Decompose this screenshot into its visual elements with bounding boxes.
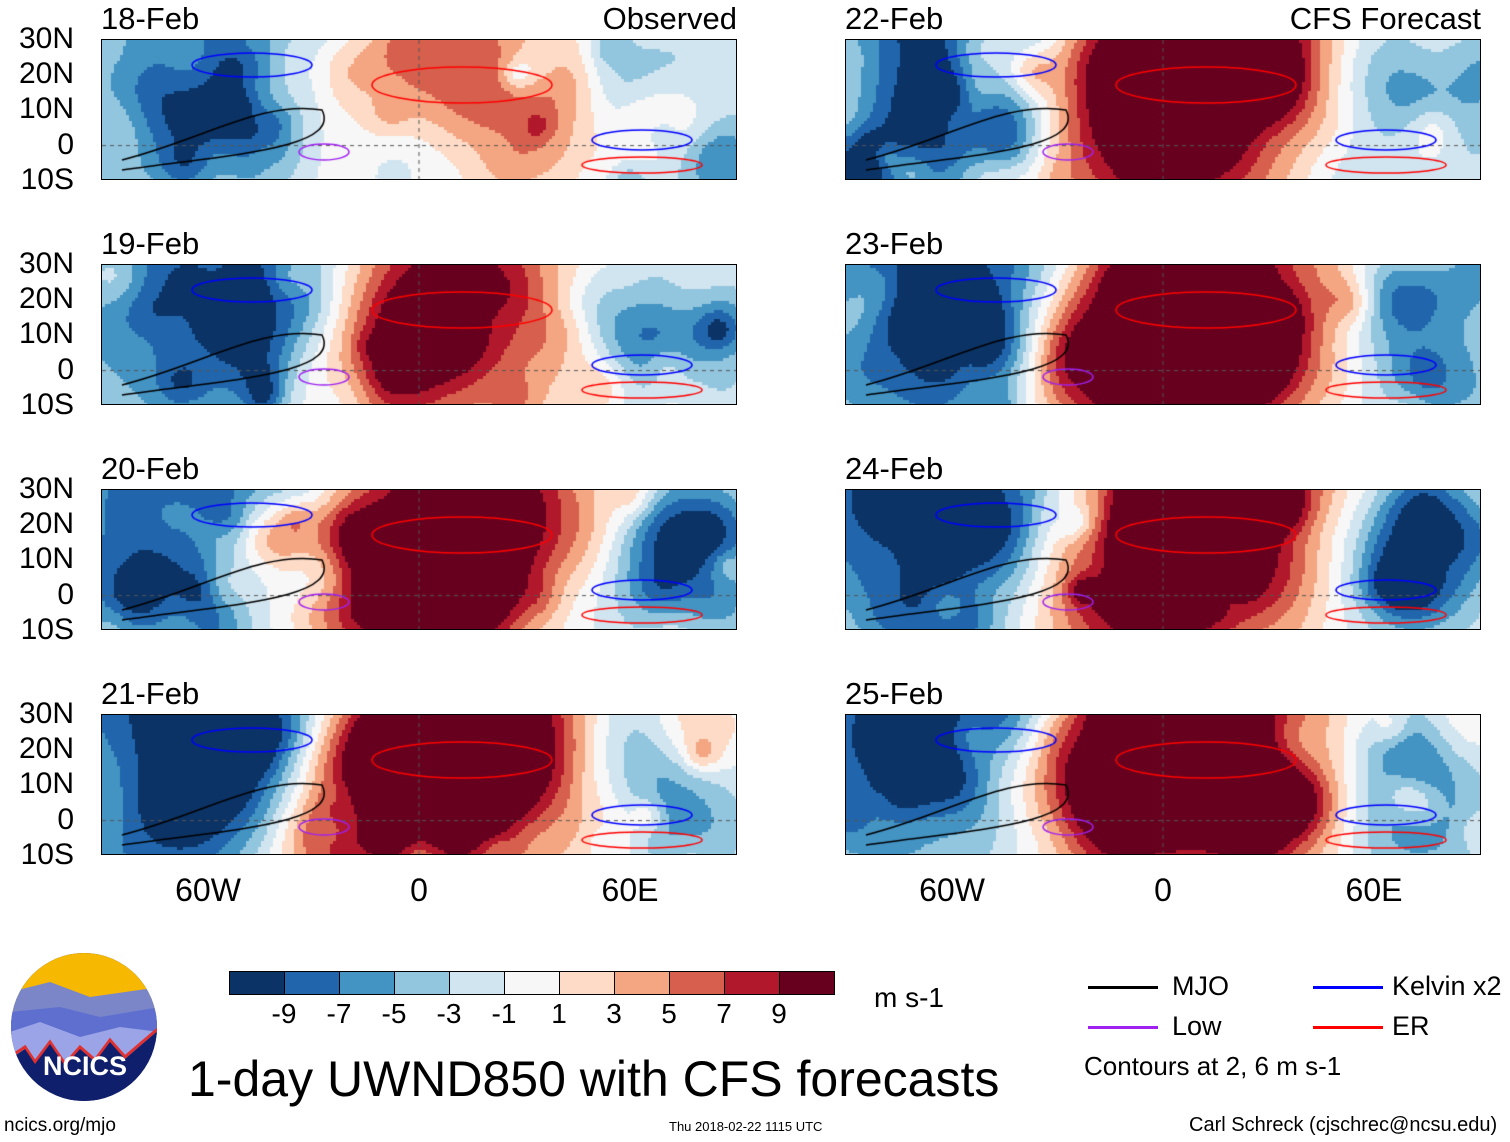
wind-field-map [846, 490, 1480, 629]
colorbar-swatch [230, 972, 285, 994]
map-panel-21-feb [101, 714, 737, 855]
wind-field-map [846, 40, 1480, 179]
lat-label: 10N [18, 542, 74, 576]
legend-mjo-line [1088, 986, 1158, 989]
panel-date: 23-Feb [845, 226, 944, 261]
lat-label: 10S [20, 387, 74, 421]
figure-title: 1-day UWND850 with CFS forecasts [188, 1051, 1000, 1107]
lat-label: 30N [18, 247, 74, 280]
footer-timestamp: Thu 2018-02-22 1115 UTC [669, 1119, 823, 1134]
footer-author: Carl Schreck (cjschrec@ncsu.edu) [1189, 1114, 1498, 1136]
legend-kelvin: Kelvin x2 [1392, 971, 1502, 1001]
lat-label: 10N [18, 317, 74, 351]
colorbar-tick-label: -5 [381, 998, 407, 1029]
wind-field-map [846, 265, 1480, 404]
lon-label: 60E [1345, 872, 1403, 908]
colorbar-swatch [340, 972, 395, 994]
lon-label: 60W [175, 872, 241, 908]
colorbar-tick-label: 5 [661, 998, 677, 1029]
colorbar-tick-label: -3 [436, 998, 462, 1029]
colorbar-swatch [450, 972, 505, 994]
panel-label: Observed [602, 1, 737, 36]
legend-er: ER [1392, 1011, 1430, 1041]
colorbar-swatch [285, 972, 340, 994]
map-panel-25-feb [845, 714, 1481, 855]
lat-label: 20N [18, 732, 74, 766]
panel-date: 25-Feb [845, 676, 944, 711]
lat-label: 30N [18, 697, 74, 730]
lon-label: 60E [601, 872, 659, 908]
colorbar [229, 971, 835, 995]
colorbar-swatch [395, 972, 450, 994]
panel-label: CFS Forecast [1289, 1, 1481, 36]
panel-date: 18-Feb [101, 1, 200, 36]
contour-note: Contours at 2, 6 m s-1 [1084, 1051, 1342, 1081]
map-panel-23-feb [845, 264, 1481, 405]
map-panel-18-feb [101, 39, 737, 180]
lat-label: 10N [18, 92, 74, 126]
colorbar-swatch [725, 972, 780, 994]
lon-label: 60W [919, 872, 985, 908]
panel-date: 24-Feb [845, 451, 944, 486]
map-panel-22-feb [845, 39, 1481, 180]
colorbar-tick-label: 9 [771, 998, 787, 1029]
wind-field-map [102, 265, 736, 404]
legend-er-line [1313, 1026, 1383, 1029]
colorbar-tick-label: -1 [491, 998, 517, 1029]
panel-date: 20-Feb [101, 451, 200, 486]
colorbar-swatch [670, 972, 725, 994]
colorbar-tick-label: -7 [326, 998, 352, 1029]
legend-mjo: MJO [1172, 971, 1229, 1001]
ncics-logo: NCICS [11, 953, 157, 1101]
colorbar-swatch [505, 972, 560, 994]
lat-label: 0 [57, 802, 74, 836]
map-panel-19-feb [101, 264, 737, 405]
lat-label: 0 [57, 352, 74, 386]
colorbar-tick-label: 3 [606, 998, 622, 1029]
lat-label: 30N [18, 472, 74, 505]
panel-date: 19-Feb [101, 226, 200, 261]
lon-label: 0 [1154, 872, 1172, 908]
panel-date: 22-Feb [845, 1, 944, 36]
lat-label: 20N [18, 282, 74, 316]
lon-label: 0 [410, 872, 428, 908]
colorbar-tick-label: 7 [716, 998, 732, 1029]
colorbar-swatch [560, 972, 615, 994]
wind-field-map [102, 40, 736, 179]
legend-low-line [1088, 1026, 1158, 1029]
footer-url: ncics.org/mjo [4, 1115, 116, 1136]
lat-label: 10N [18, 767, 74, 801]
lat-label: 10S [20, 837, 74, 871]
panel-date: 21-Feb [101, 676, 200, 711]
map-panel-20-feb [101, 489, 737, 630]
legend-low: Low [1172, 1011, 1222, 1041]
legend-kelvin-line [1313, 986, 1383, 989]
lat-label: 0 [57, 127, 74, 161]
colorbar-swatch [780, 972, 834, 994]
wind-field-map [846, 715, 1480, 854]
lat-label: 20N [18, 507, 74, 541]
lat-label: 20N [18, 57, 74, 91]
lat-label: 10S [20, 162, 74, 196]
map-panel-24-feb [845, 489, 1481, 630]
svg-text:NCICS: NCICS [43, 1051, 127, 1081]
colorbar-tick-label: 1 [551, 998, 567, 1029]
colorbar-swatch [615, 972, 670, 994]
wind-field-map [102, 715, 736, 854]
colorbar-tick-label: -9 [271, 998, 297, 1029]
lat-label: 10S [20, 612, 74, 646]
wind-field-map [102, 490, 736, 629]
colorbar-units: m s-1 [874, 982, 944, 1013]
lat-label: 0 [57, 577, 74, 611]
lat-label: 30N [18, 22, 74, 55]
